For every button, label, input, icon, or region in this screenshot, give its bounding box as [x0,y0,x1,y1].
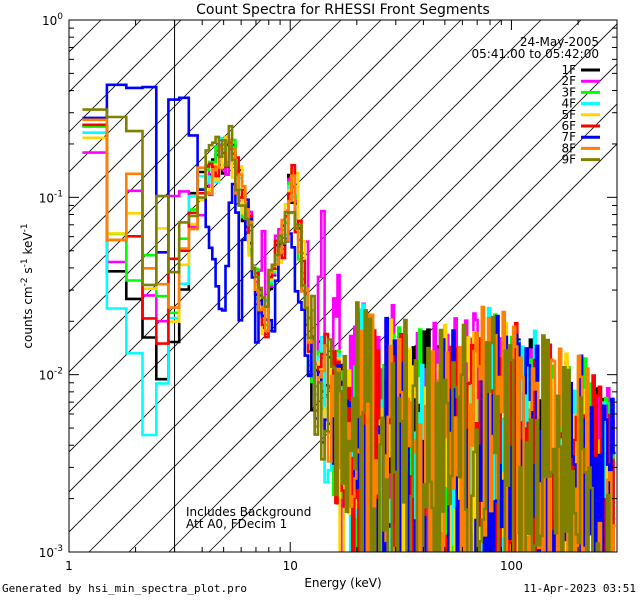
hatch-line [88,23,617,552]
hatch-line [0,20,61,552]
hatch-line [168,103,617,552]
legend-label-8f: 8F [561,141,576,155]
axis-ticks: 1 10 100 100 10-1 10-2 10-3 [39,12,618,573]
x-tick-label: 10 [283,559,298,573]
hatch-line [69,20,262,213]
footer-generated-by: Generated by hsi_min_spectra_plot.pro [2,582,248,595]
annotation-attenuator: Att A0, FDecim 1 [186,517,287,531]
hatch-line [208,143,617,552]
hatch-line [69,20,342,293]
plot-frame [68,19,618,553]
y-tick-label: 10-3 [39,544,63,560]
footer-timestamp: 11-Apr-2023 03:51 [523,582,636,595]
legend-label-7f: 7F [561,130,576,144]
chart-title: Count Spectra for RHESSI Front Segments [196,2,490,18]
hatch-line [69,20,302,253]
y-tick-label: 10-2 [39,367,63,383]
x-axis-label: Energy (keV) [304,576,381,590]
x-tick-label: 100 [500,559,523,573]
legend-label-2f: 2F [561,74,576,88]
hatch-line [69,20,102,53]
legend-label-6f: 6F [561,119,576,133]
hatch-line [69,20,382,333]
y-axis-label: counts cm-2 s-1 keV-1 [20,223,35,348]
date-label: 24-May-2005 [520,35,599,49]
legend-label-1f: 1F [561,63,576,77]
hatch-line [69,20,502,453]
time-range-label: 05:41:00 to 05:42:00 [472,47,599,61]
x-tick-label: 1 [65,559,73,573]
hatch-line [69,20,462,413]
legend-label-3f: 3F [561,85,576,99]
series-layer [82,83,616,552]
annotation-background: Includes Background [186,505,311,519]
series-line-9f [82,108,611,552]
y-tick-label: 10-1 [39,189,63,205]
legend-label-4f: 4F [561,97,576,111]
hatch-line [69,20,582,533]
hatch-line [69,20,222,173]
legend-label-5f: 5F [561,108,576,122]
y-tick-label: 100 [42,12,63,28]
hatch-line [128,63,617,552]
legend-label-9f: 9F [561,153,576,167]
